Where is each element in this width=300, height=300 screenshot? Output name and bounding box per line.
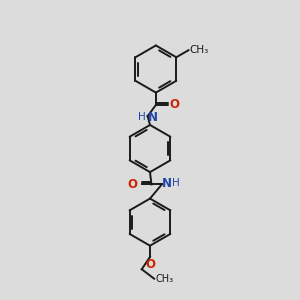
Text: O: O xyxy=(128,178,138,191)
Text: CH₃: CH₃ xyxy=(155,274,173,284)
Text: O: O xyxy=(169,98,179,111)
Text: CH₃: CH₃ xyxy=(190,45,209,55)
Text: H: H xyxy=(172,178,180,188)
Text: H: H xyxy=(137,112,145,122)
Text: O: O xyxy=(145,258,155,272)
Text: N: N xyxy=(148,111,158,124)
Text: N: N xyxy=(162,177,172,190)
